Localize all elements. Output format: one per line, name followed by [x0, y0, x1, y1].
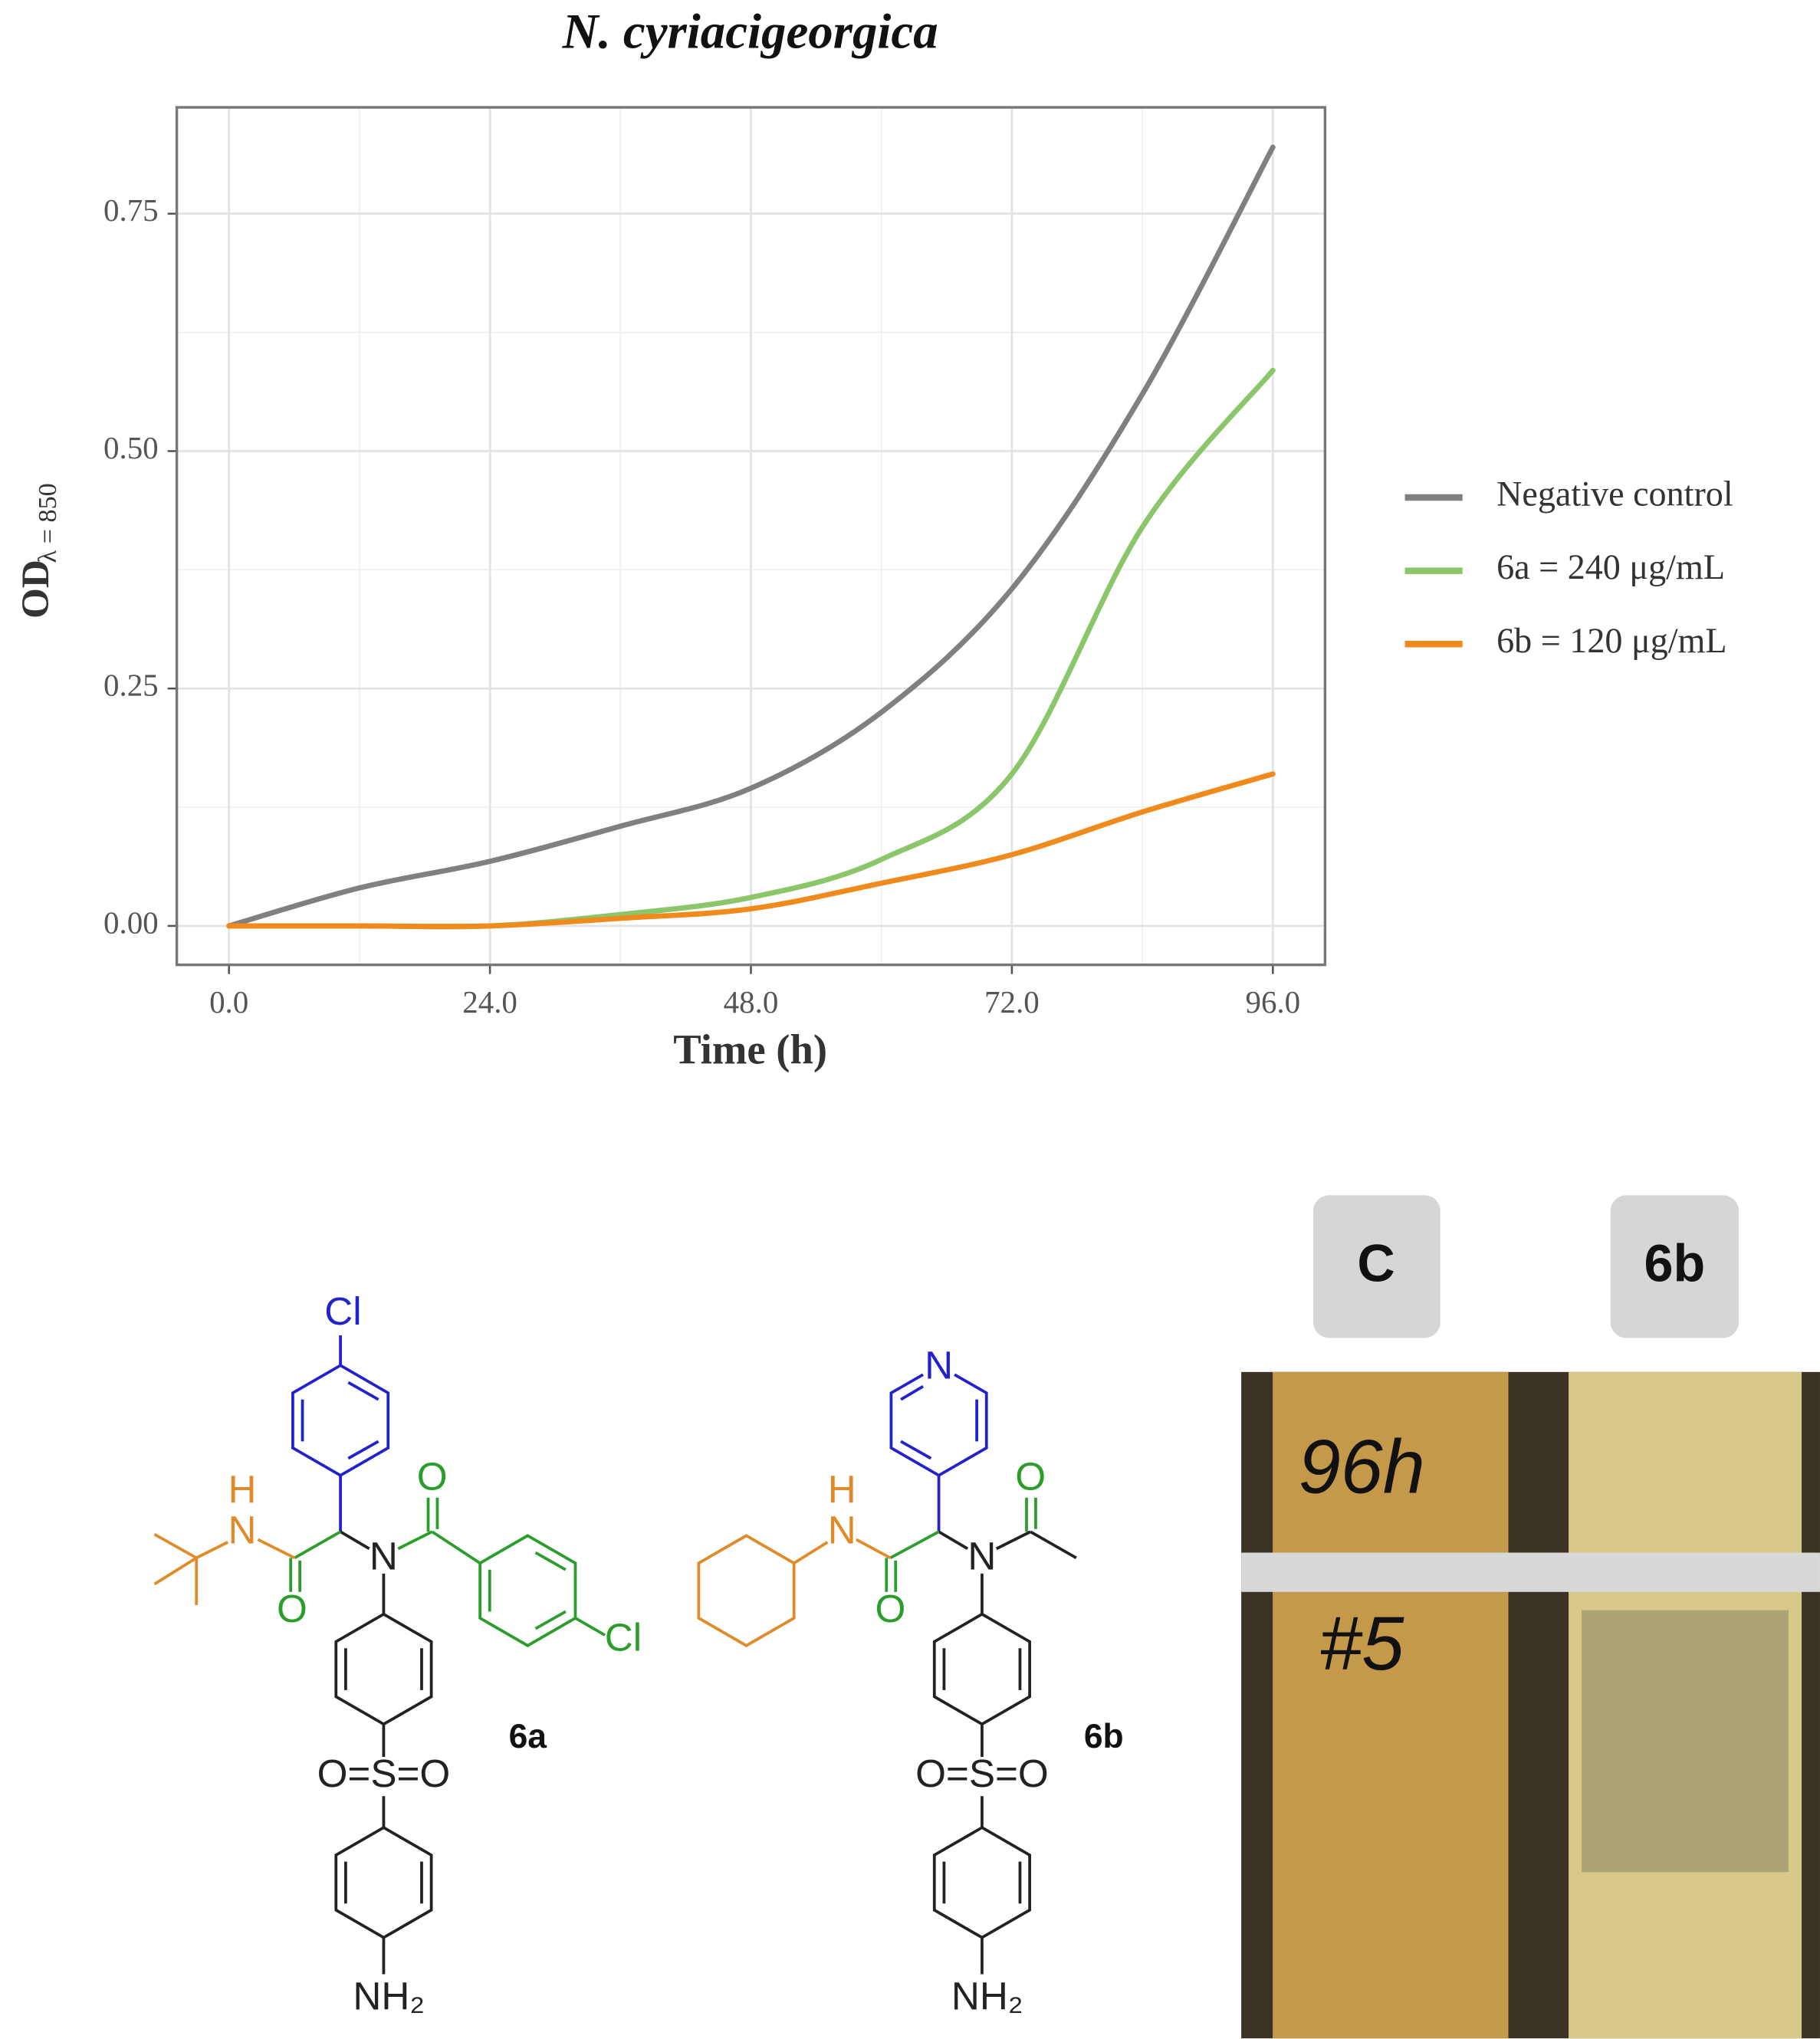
atom-label: H: [828, 1467, 856, 1511]
atom-label: N: [370, 1535, 398, 1578]
atom-label: O=S=O: [915, 1752, 1049, 1795]
ring: [478, 1534, 577, 1647]
atom-label: O: [417, 1454, 448, 1498]
bonds-green: [289, 1497, 606, 1647]
bond: [257, 1538, 296, 1560]
legend-label: Negative control: [1496, 474, 1733, 514]
bond: [856, 1538, 892, 1560]
x-tick-label: 96.0: [1245, 984, 1300, 1020]
bond: [900, 1385, 925, 1401]
bond: [294, 1530, 342, 1559]
atom-label: N: [228, 1508, 256, 1551]
atom-label: O: [875, 1587, 905, 1630]
atom-label: N: [967, 1535, 996, 1578]
bond: [153, 1556, 198, 1586]
label-box: [1610, 1195, 1740, 1338]
bonds-black: [932, 1530, 1077, 1975]
bonds-orange: [697, 1534, 892, 1647]
label-box: [1313, 1195, 1441, 1338]
handwriting: 96h: [1299, 1424, 1425, 1509]
line-series: [226, 771, 1276, 930]
tube-flakes: [1582, 1610, 1789, 1873]
y-tick-label: 0.50: [103, 430, 159, 465]
bonds-black: [334, 1530, 433, 1975]
chart-title: N. cyriacigeorgica: [562, 5, 938, 60]
atom-label: H: [228, 1467, 256, 1511]
structure-6b: N H N O N O O=S=O NH₂ 6b: [697, 1343, 1124, 2018]
legend-label: 6b = 120 μg/mL: [1496, 621, 1726, 660]
bond: [153, 1532, 198, 1559]
y-axis-title-subscript: λ = 850: [34, 483, 62, 563]
bond: [1030, 1530, 1077, 1559]
bonds-green: [885, 1497, 1037, 1592]
y-axis-title-main: OD: [14, 560, 57, 619]
x-tick-label: 72.0: [984, 984, 1040, 1020]
ring: [697, 1534, 796, 1647]
bond: [534, 1610, 567, 1630]
photo-label: 6b: [1644, 1234, 1706, 1292]
bond: [397, 1530, 433, 1551]
x-tick-label: 0.0: [209, 984, 248, 1020]
x-axis-title: Time (h): [673, 1026, 827, 1072]
structure-6a: Cl H N O N O Cl O=S=O NH₂ 6a: [153, 1289, 642, 2018]
bond: [793, 1541, 829, 1565]
bond: [347, 1440, 379, 1460]
bond: [347, 1381, 379, 1401]
x-tick-label: 24.0: [462, 984, 517, 1020]
ring-blue: [889, 1373, 988, 1532]
atom-label: NH₂: [353, 1974, 425, 2018]
y-axis-title: OD λ = 850: [14, 483, 62, 619]
plot-border: [175, 106, 1327, 967]
bond: [431, 1530, 481, 1565]
y-tick-label: 0.25: [103, 668, 159, 703]
bonds-orange: [153, 1532, 296, 1605]
legend-label: 6a = 240 μg/mL: [1496, 547, 1725, 586]
photo: C 6b 96h #5: [1241, 1195, 1820, 2039]
bond: [889, 1530, 940, 1560]
atom-label: Cl: [605, 1615, 642, 1659]
atom-label: N: [828, 1508, 856, 1551]
compound-label: 6a: [509, 1718, 547, 1755]
plot: 0.0 24.0 48.0 72.0 96.0 0.00 0.25 0.50 0.75 Negat…: [103, 106, 1733, 1020]
atom-labels: Cl H N O N O Cl O=S=O NH₂ 6a: [228, 1289, 642, 2018]
compound-label: 6b: [1084, 1718, 1124, 1755]
atom-label: N: [925, 1343, 953, 1387]
bond: [195, 1541, 229, 1560]
line-series: [226, 144, 1276, 929]
bond: [995, 1530, 1031, 1551]
atom-label: O: [1015, 1454, 1046, 1498]
ring-blue: [291, 1335, 390, 1532]
handwriting: #5: [1319, 1601, 1404, 1686]
atom-label: O: [277, 1587, 307, 1630]
y-tick-label: 0.00: [103, 905, 159, 940]
bond: [900, 1440, 932, 1460]
tube-control: [1273, 1371, 1509, 2039]
y-tick-label: 0.75: [103, 192, 159, 228]
bond: [574, 1617, 606, 1637]
atom-label: Cl: [324, 1289, 361, 1333]
photo-label: C: [1357, 1234, 1395, 1292]
bond: [340, 1530, 370, 1551]
x-tick-label: 48.0: [724, 984, 779, 1020]
bond: [534, 1551, 567, 1571]
rack-bar: [1241, 1552, 1820, 1592]
atom-label: NH₂: [951, 1974, 1023, 2018]
atom-label: O=S=O: [317, 1752, 451, 1795]
atom-labels: N H N O N O O=S=O NH₂ 6b: [828, 1343, 1124, 2018]
bond: [938, 1530, 969, 1551]
